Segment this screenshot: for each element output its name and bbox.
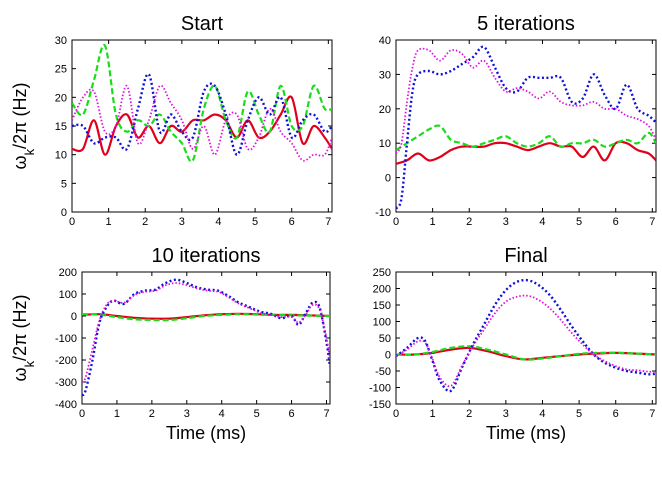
y-tick-label: 40 (379, 35, 391, 47)
x-tick-label: 1 (430, 216, 436, 228)
series-line-1 (396, 140, 656, 165)
x-tick-label: 2 (466, 408, 472, 420)
y-axis-label: ωk/2π (Hz) (10, 83, 37, 170)
y-tick-label: 150 (373, 300, 391, 312)
series-group (396, 45, 656, 210)
x-tick-label: 1 (106, 216, 112, 228)
x-tick-label: 5 (252, 216, 258, 228)
y-tick-label: 0 (61, 207, 67, 219)
y-tick-label: -200 (55, 355, 77, 367)
x-tick-label: 6 (289, 216, 295, 228)
x-axis-label: Time (ms) (486, 423, 566, 443)
y-tick-label: -300 (55, 377, 77, 389)
series-line-4 (72, 84, 332, 162)
y-tick-label: 50 (379, 333, 391, 345)
y-tick-label: 0 (385, 173, 391, 185)
chart-panel-4: -150 -100 -50 0 50 100 150 200 250 0 1 2 3 4 5 6 7 Final T… (369, 245, 657, 443)
x-tick-label: 0 (393, 216, 399, 228)
series-line-4 (82, 282, 330, 383)
series-group (82, 278, 330, 397)
plot-frame (395, 271, 657, 405)
x-tick-label: 0 (79, 408, 85, 420)
y-tick-label: -400 (55, 399, 77, 411)
x-tick-label: 7 (649, 408, 655, 420)
y-tick-label: 200 (59, 267, 77, 279)
plot-frame (395, 39, 657, 213)
x-tick-label: 4 (539, 408, 545, 420)
y-tick-label: 10 (55, 150, 67, 162)
series-line-1 (396, 346, 656, 361)
y-tick-label: 0 (385, 350, 391, 362)
x-tick-label: 0 (393, 408, 399, 420)
y-tick-label: -10 (375, 207, 391, 219)
series-group (72, 43, 332, 163)
x-tick-label: 2 (142, 216, 148, 228)
chart-panel-3: -400 -300 -200 -100 0 100 200 0 1 2 3 4 5 6 7 10 iterat… (10, 245, 331, 443)
y-tick-label: 30 (55, 35, 67, 47)
x-tick-label: 1 (114, 408, 120, 420)
series-group (396, 278, 656, 393)
series-line-3 (82, 278, 330, 397)
x-tick-label: 6 (613, 408, 619, 420)
y-tick-label: -50 (375, 366, 391, 378)
y-tick-label: 100 (59, 289, 77, 301)
x-tick-label: 3 (503, 216, 509, 228)
y-tick-label: -100 (55, 333, 77, 345)
x-tick-label: 5 (576, 216, 582, 228)
x-tick-label: 3 (503, 408, 509, 420)
series-line-4 (396, 47, 656, 155)
y-tick-label: 250 (373, 267, 391, 279)
y-tick-label: -150 (369, 399, 391, 411)
x-tick-label: 2 (466, 216, 472, 228)
x-tick-label: 3 (184, 408, 190, 420)
series-line-2 (396, 124, 656, 152)
x-tick-label: 4 (539, 216, 545, 228)
series-line-1 (72, 95, 332, 156)
x-tick-label: 6 (613, 216, 619, 228)
series-line-2 (396, 345, 656, 361)
x-tick-label: 1 (430, 408, 436, 420)
y-tick-label: 20 (55, 92, 67, 104)
y-tick-label: 20 (379, 104, 391, 116)
y-tick-label: 15 (55, 121, 67, 133)
chart-panel-1: 0 5 10 15 20 25 30 0 1 2 3 4 5 6 7 Start ωk/2π (Hz) (10, 13, 333, 228)
y-tick-label: 25 (55, 64, 67, 76)
x-tick-label: 4 (215, 216, 221, 228)
series-line-2 (72, 43, 332, 163)
y-tick-label: -100 (369, 383, 391, 395)
y-tick-label: 100 (373, 317, 391, 329)
y-tick-label: 0 (71, 311, 77, 323)
y-tick-label: 200 (373, 284, 391, 296)
series-line-3 (72, 73, 332, 156)
panel-title: Final (504, 245, 547, 267)
x-tick-label: 5 (576, 408, 582, 420)
x-tick-label: 2 (149, 408, 155, 420)
x-tick-label: 4 (219, 408, 225, 420)
series-line-3 (396, 278, 656, 393)
series-line-2 (82, 313, 330, 322)
y-tick-label: 30 (379, 69, 391, 81)
series-line-3 (396, 45, 656, 210)
y-axis-label: ωk/2π (Hz) (10, 295, 37, 382)
x-tick-label: 0 (69, 216, 75, 228)
y-tick-label: 10 (379, 138, 391, 150)
panel-title: Start (181, 13, 224, 35)
x-tick-label: 7 (325, 216, 331, 228)
x-tick-label: 7 (649, 216, 655, 228)
plot-frame (81, 271, 331, 405)
x-tick-label: 5 (254, 408, 260, 420)
x-tick-label: 7 (323, 408, 329, 420)
x-tick-label: 3 (179, 216, 185, 228)
series-line-4 (396, 294, 656, 388)
x-tick-label: 6 (289, 408, 295, 420)
panel-title: 10 iterations (152, 245, 261, 267)
panel-title: 5 iterations (477, 13, 575, 35)
y-tick-label: 5 (61, 178, 67, 190)
x-axis-label: Time (ms) (166, 423, 246, 443)
